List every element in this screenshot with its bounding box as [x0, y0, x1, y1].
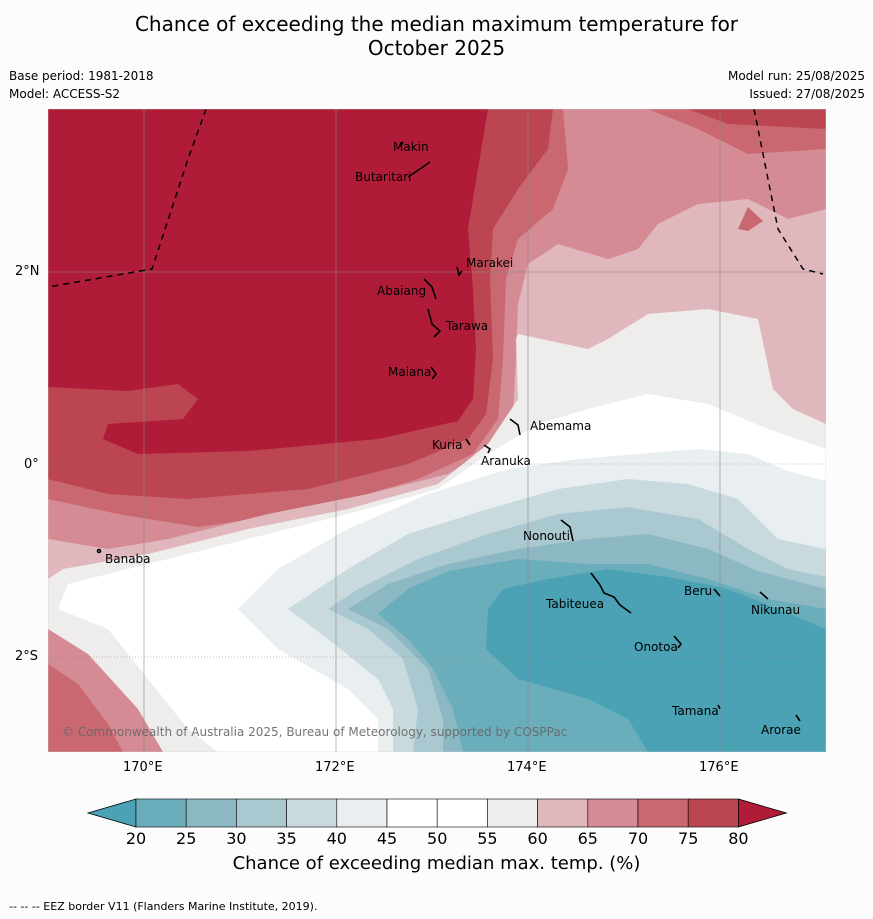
issued-date: Issued: 27/08/2025	[749, 87, 865, 101]
model-name: Model: ACCESS-S2	[9, 87, 121, 101]
island-label-makin: Makin	[393, 140, 429, 154]
colorbar-tick-label: 20	[126, 829, 146, 848]
colorbar-extend-high	[738, 798, 788, 828]
colorbar-bin	[487, 798, 538, 828]
colorbar-bin	[336, 798, 388, 828]
colorbar-bin	[637, 798, 689, 828]
colorbar-tick-label: 75	[678, 829, 698, 848]
lat-label-2s: 2°S	[15, 649, 39, 664]
lon-label-176e: 176°E	[699, 760, 739, 775]
eez-border	[47, 108, 824, 288]
colorbar-bin	[185, 798, 237, 828]
colorbar-extend-low	[86, 798, 137, 828]
island-label-tarawa: Tarawa	[445, 319, 488, 333]
zone-below-20	[486, 569, 826, 752]
colorbar-tick-label: 80	[728, 829, 748, 848]
island-label-nikunau: Nikunau	[751, 603, 800, 617]
model-run: Model run: 25/08/2025	[727, 69, 865, 83]
island-label-butaritari: Butaritari	[355, 170, 412, 184]
colorbar-tick-label: 60	[527, 829, 547, 848]
island-outlines	[96, 141, 801, 722]
colorbar-label: Chance of exceeding median max. temp. (%…	[232, 853, 641, 874]
colorbar-tick-label: 35	[276, 829, 296, 848]
title-line-2: October 2025	[367, 36, 506, 60]
colorbar-bin	[436, 798, 488, 828]
lat-label-0: 0°	[24, 457, 39, 472]
colorbar-tick-label: 40	[327, 829, 347, 848]
title-line-1: Chance of exceeding the median maximum t…	[134, 12, 739, 36]
island-label-marakei: Marakei	[466, 256, 513, 270]
colorbar-tick-label: 65	[578, 829, 598, 848]
colorbar-tick-label: 50	[427, 829, 447, 848]
colorbar-tick-label: 55	[477, 829, 497, 848]
colorbar-tick-label: 30	[226, 829, 246, 848]
lon-label-174e: 174°E	[507, 760, 547, 775]
island-label-aranuka: Aranuka	[481, 454, 531, 468]
lat-label-2n: 2°N	[15, 264, 40, 279]
lon-label-170e: 170°E	[123, 760, 163, 775]
map-panel: Makin Butaritari Marakei Abaiang Tarawa …	[47, 108, 827, 753]
graticule	[48, 109, 826, 752]
island-label-beru: Beru	[684, 584, 712, 598]
colorbar-tick-label: 70	[628, 829, 648, 848]
colorbar-bin	[386, 798, 438, 828]
zone-west-warm-inner	[48, 664, 123, 752]
island-label-nonouti: Nonouti	[523, 529, 570, 543]
colorbar-bin	[587, 798, 639, 828]
zone-east-warm-patch	[738, 207, 763, 231]
island-label-banaba: Banaba	[105, 552, 151, 566]
map-title: Chance of exceeding the median maximum t…	[0, 12, 873, 60]
base-period: Base period: 1981-2018	[9, 69, 154, 83]
island-label-abemama: Abemama	[530, 419, 591, 433]
island-label-kuria: Kuria	[432, 438, 463, 452]
island-label-tabiteuea: Tabiteuea	[545, 597, 604, 611]
copyright-notice: © Commonwealth of Australia 2025, Bureau…	[62, 725, 567, 739]
lon-label-172e: 172°E	[315, 760, 355, 775]
meta-left: Base period: 1981-2018 Model: ACCESS-S2	[9, 67, 154, 103]
colorbar-tick-label: 45	[377, 829, 397, 848]
island-label-maiana: Maiana	[388, 365, 431, 379]
island-label-abaiang: Abaiang	[377, 284, 426, 298]
colorbar: 20 25 30 35 40 45 50 55 60 65 70 75 80	[86, 798, 788, 848]
eez-footnote: -- -- -- EEZ border V11 (Flanders Marine…	[9, 900, 318, 913]
colorbar-bin	[236, 798, 287, 828]
meta-right: Model run: 25/08/2025 Issued: 27/08/2025	[728, 67, 865, 103]
colorbar-bin	[537, 798, 589, 828]
colorbar-bin	[687, 798, 739, 828]
island-label-arorae: Arorae	[761, 723, 801, 737]
colorbar-bin	[135, 798, 187, 828]
island-label-tamana: Tamana	[671, 704, 719, 718]
colorbar-bin	[286, 798, 338, 828]
map-canvas: Makin Butaritari Marakei Abaiang Tarawa …	[47, 108, 827, 753]
island-label-onotoa: Onotoa	[634, 640, 678, 654]
colorbar-tick-label: 25	[176, 829, 196, 848]
